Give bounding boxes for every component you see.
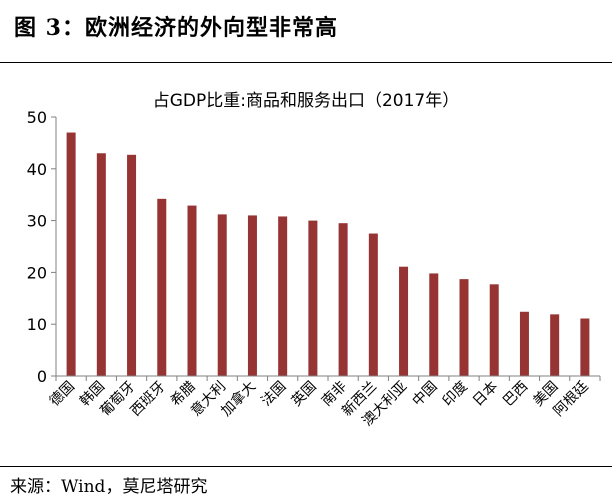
bar-17: [580, 318, 590, 376]
bar-7: [278, 216, 288, 376]
bar-10: [368, 233, 378, 376]
bar-11: [399, 266, 409, 376]
bar-16: [550, 314, 560, 376]
x-tick-label: 加拿大: [218, 378, 260, 420]
bar-8: [308, 220, 318, 376]
bottom-rule: [0, 466, 612, 467]
x-axis: 德国 韩国葡萄牙西班牙 希腊意大利加拿大 法国 英国 南非新西兰澳大利亚 中国 印度 日本 巴西美…: [47, 375, 601, 429]
figure-title: 图 3：欧洲经济的外向型非常高: [14, 15, 338, 41]
x-tick-label: 英国: [288, 378, 320, 410]
bar-1: [96, 153, 106, 376]
bar-9: [338, 223, 348, 376]
bars: [66, 132, 590, 376]
x-tick-label: 法国: [258, 379, 289, 410]
x-tick-label: 西班牙: [128, 379, 169, 420]
bar-5: [217, 214, 227, 376]
bar-14: [489, 284, 499, 376]
bar-2: [127, 154, 137, 376]
bar-12: [429, 273, 439, 376]
bar-15: [519, 311, 529, 376]
x-tick-label: 阿根廷: [551, 379, 592, 420]
y-tick-label: 0: [37, 367, 47, 386]
bar-0: [66, 132, 76, 376]
bar-13: [459, 279, 469, 376]
bar-6: [247, 215, 257, 376]
y-tick-label: 20: [27, 263, 47, 282]
bar-3: [157, 198, 167, 376]
x-tick-label: 日本: [470, 379, 501, 410]
top-rule: [0, 62, 612, 63]
y-tick-label: 30: [27, 212, 47, 231]
chart-title: 占GDP比重:商品和服务出口（2017年）: [152, 91, 460, 111]
bar-4: [187, 205, 197, 376]
x-tick-label: 巴西: [500, 379, 531, 410]
y-axis: 0 10 20 30 40 50: [27, 108, 57, 386]
y-tick-label: 50: [27, 108, 47, 127]
y-tick-label: 40: [27, 160, 47, 179]
y-tick-label: 10: [27, 315, 47, 334]
x-tick-label: 印度: [440, 379, 471, 410]
x-tick-label: 中国: [409, 379, 440, 410]
x-tick-label: 德国: [47, 379, 78, 410]
source-note: 来源：Wind，莫尼塔研究: [10, 477, 208, 497]
